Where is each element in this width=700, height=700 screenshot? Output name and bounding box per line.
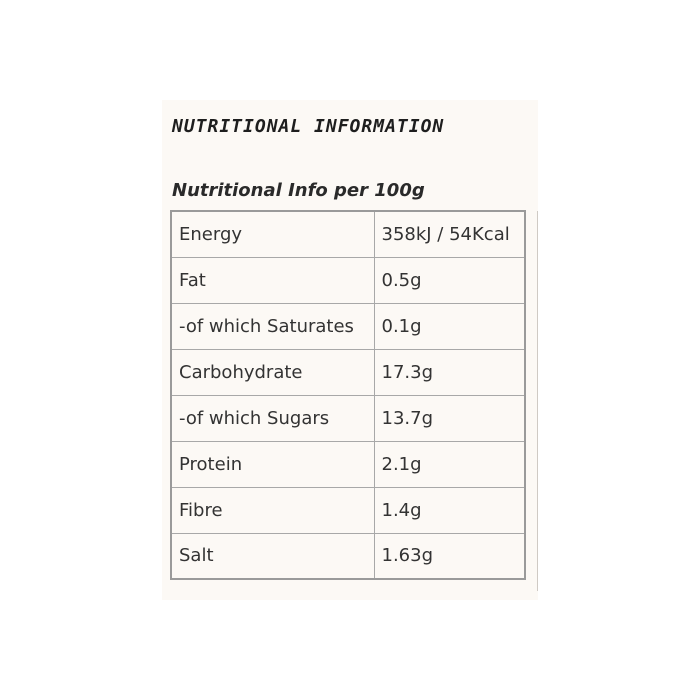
nutrient-name: Salt: [170, 532, 375, 580]
nutrition-panel: NUTRITIONAL INFORMATION Nutritional Info…: [162, 100, 538, 600]
section-title: NUTRITIONAL INFORMATION: [172, 116, 445, 137]
table-row: Fat 0.5g: [170, 256, 526, 304]
table-row: Energy 358kJ / 54Kcal: [170, 210, 526, 258]
nutrient-name: Fat: [170, 256, 375, 304]
nutrient-name: Carbohydrate: [170, 348, 375, 396]
nutrient-name: Protein: [170, 440, 375, 488]
divider: [537, 211, 538, 591]
nutrient-value: 2.1g: [373, 440, 526, 488]
table-row: Protein 2.1g: [170, 440, 526, 488]
table-row: Carbohydrate 17.3g: [170, 348, 526, 396]
nutrient-name: -of which Saturates: [170, 302, 375, 350]
table-caption: Nutritional Info per 100g: [172, 180, 425, 201]
table-row: Salt 1.63g: [170, 532, 526, 580]
nutrient-value: 1.4g: [373, 486, 526, 534]
table-row: -of which Saturates 0.1g: [170, 302, 526, 350]
nutrient-name: -of which Sugars: [170, 394, 375, 442]
nutrient-value: 0.5g: [373, 256, 526, 304]
table-row: -of which Sugars 13.7g: [170, 394, 526, 442]
nutrient-name: Fibre: [170, 486, 375, 534]
table-row: Fibre 1.4g: [170, 486, 526, 534]
nutrient-value: 1.63g: [373, 532, 526, 580]
nutrient-value: 13.7g: [373, 394, 526, 442]
nutrient-value: 0.1g: [373, 302, 526, 350]
nutrient-value: 17.3g: [373, 348, 526, 396]
nutrition-table: Energy 358kJ / 54Kcal Fat 0.5g -of which Sat…: [170, 210, 526, 580]
nutrient-name: Energy: [170, 210, 375, 258]
table-body: Energy 358kJ / 54Kcal Fat 0.5g -of which Sat…: [170, 210, 526, 580]
nutrient-value: 358kJ / 54Kcal: [373, 210, 526, 258]
